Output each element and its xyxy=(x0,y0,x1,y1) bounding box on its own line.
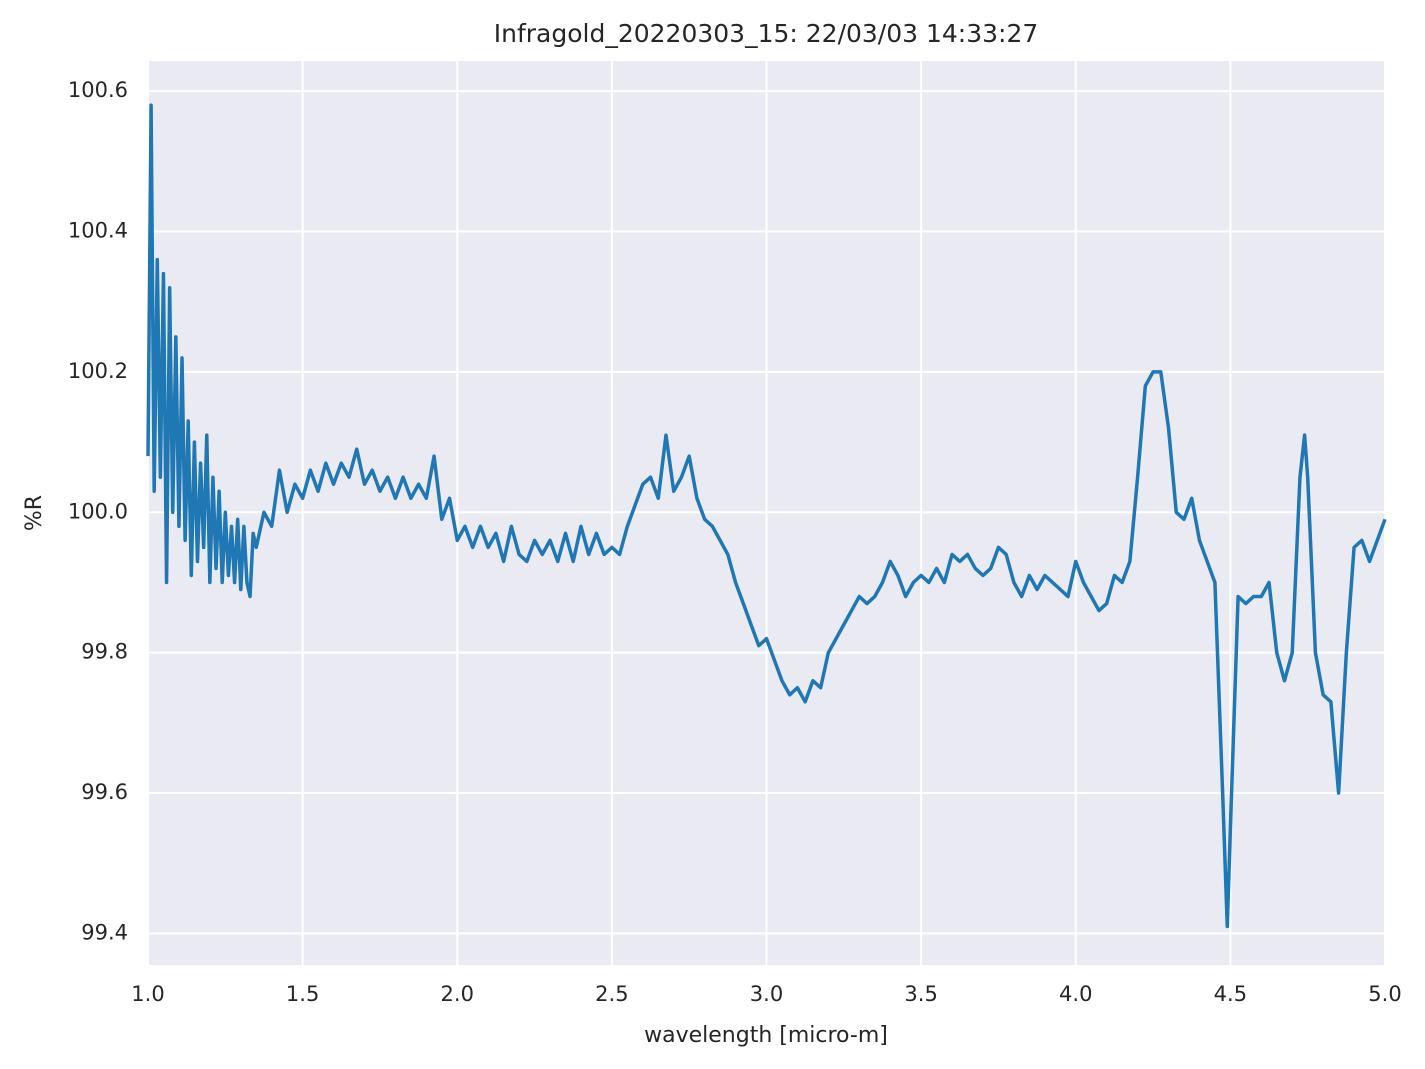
y-tick-label: 100.4 xyxy=(68,219,128,243)
x-tick-label: 1.5 xyxy=(286,982,319,1006)
y-tick-label: 99.8 xyxy=(81,640,128,664)
x-tick-label: 3.5 xyxy=(904,982,937,1006)
y-tick-label: 100.0 xyxy=(68,499,128,523)
y-tick-label: 99.4 xyxy=(81,920,128,944)
x-tick-label: 4.5 xyxy=(1214,982,1247,1006)
x-tick-label: 4.0 xyxy=(1059,982,1092,1006)
y-tick-label: 99.6 xyxy=(81,780,128,804)
y-tick-label: 100.6 xyxy=(68,78,128,102)
chart-title: Infragold_20220303_15: 22/03/03 14:33:27 xyxy=(494,19,1039,48)
x-tick-label: 2.5 xyxy=(595,982,628,1006)
data-line xyxy=(146,103,1387,929)
x-axis-label: wavelength [micro-m] xyxy=(644,1023,888,1048)
x-tick-label: 1.0 xyxy=(131,982,164,1006)
x-tick-label: 2.0 xyxy=(441,982,474,1006)
y-axis-label: %R xyxy=(22,495,47,531)
y-tick-label: 100.2 xyxy=(68,359,128,383)
x-tick-label: 5.0 xyxy=(1368,982,1401,1006)
x-tick-label: 3.0 xyxy=(750,982,783,1006)
